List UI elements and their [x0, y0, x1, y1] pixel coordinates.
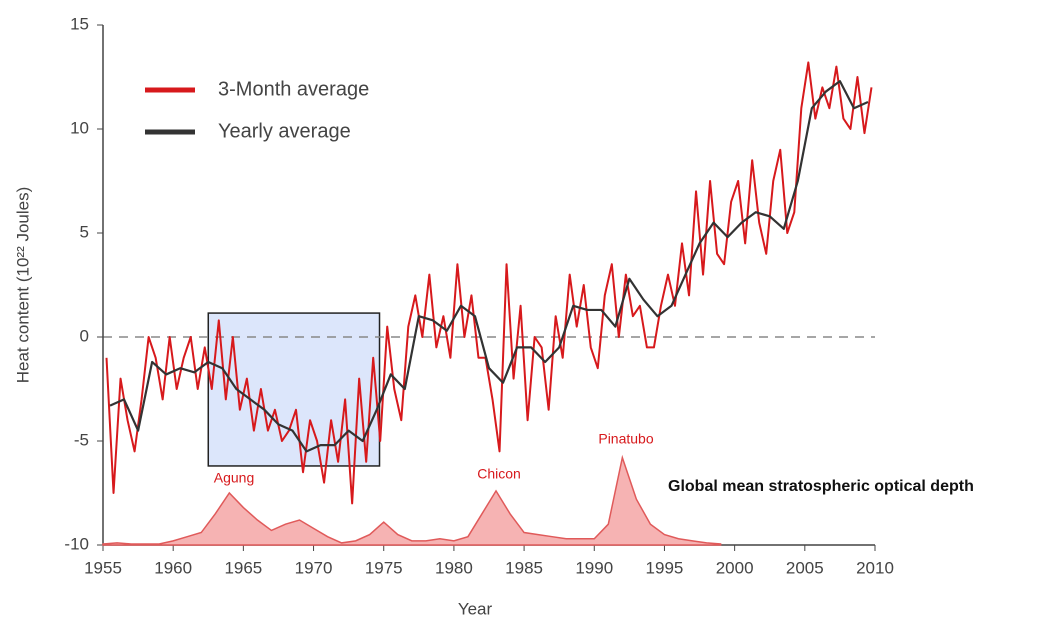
x-tick-label: 1975 [365, 558, 403, 577]
annotation: Pinatubo [598, 431, 653, 447]
line [109, 80, 869, 453]
area-label: Global mean stratospheric optical depth [668, 478, 974, 495]
x-tick-label: 1960 [154, 558, 192, 577]
legend-label: 3-Month average [218, 78, 369, 100]
x-tick-label: 2010 [856, 558, 894, 577]
x-tick-label: 1965 [224, 558, 262, 577]
annotation: Chicon [477, 466, 521, 482]
x-tick-label: 2005 [786, 558, 824, 577]
x-tick-label: 1980 [435, 558, 473, 577]
line [105, 61, 873, 505]
y-tick-label: 5 [80, 222, 89, 241]
y-axis-label: Heat content (10²² Joules) [13, 187, 32, 384]
y-tick-label: 10 [70, 118, 89, 137]
x-tick-label: 1970 [295, 558, 333, 577]
x-tick-label: 2000 [716, 558, 754, 577]
x-tick-label: 1990 [575, 558, 613, 577]
y-tick-label: 0 [80, 326, 89, 345]
x-tick-label: 1955 [84, 558, 122, 577]
y-tick-label: 15 [70, 14, 89, 33]
y-tick-label: -10 [64, 534, 89, 553]
highlight-box [207, 312, 381, 467]
annotation: Agung [214, 470, 254, 486]
area [102, 454, 722, 546]
x-axis-label: Year [458, 599, 493, 618]
x-tick-label: 1995 [646, 558, 684, 577]
legend-label: Yearly average [218, 120, 351, 142]
y-tick-label: -5 [74, 430, 89, 449]
x-tick-label: 1985 [505, 558, 543, 577]
